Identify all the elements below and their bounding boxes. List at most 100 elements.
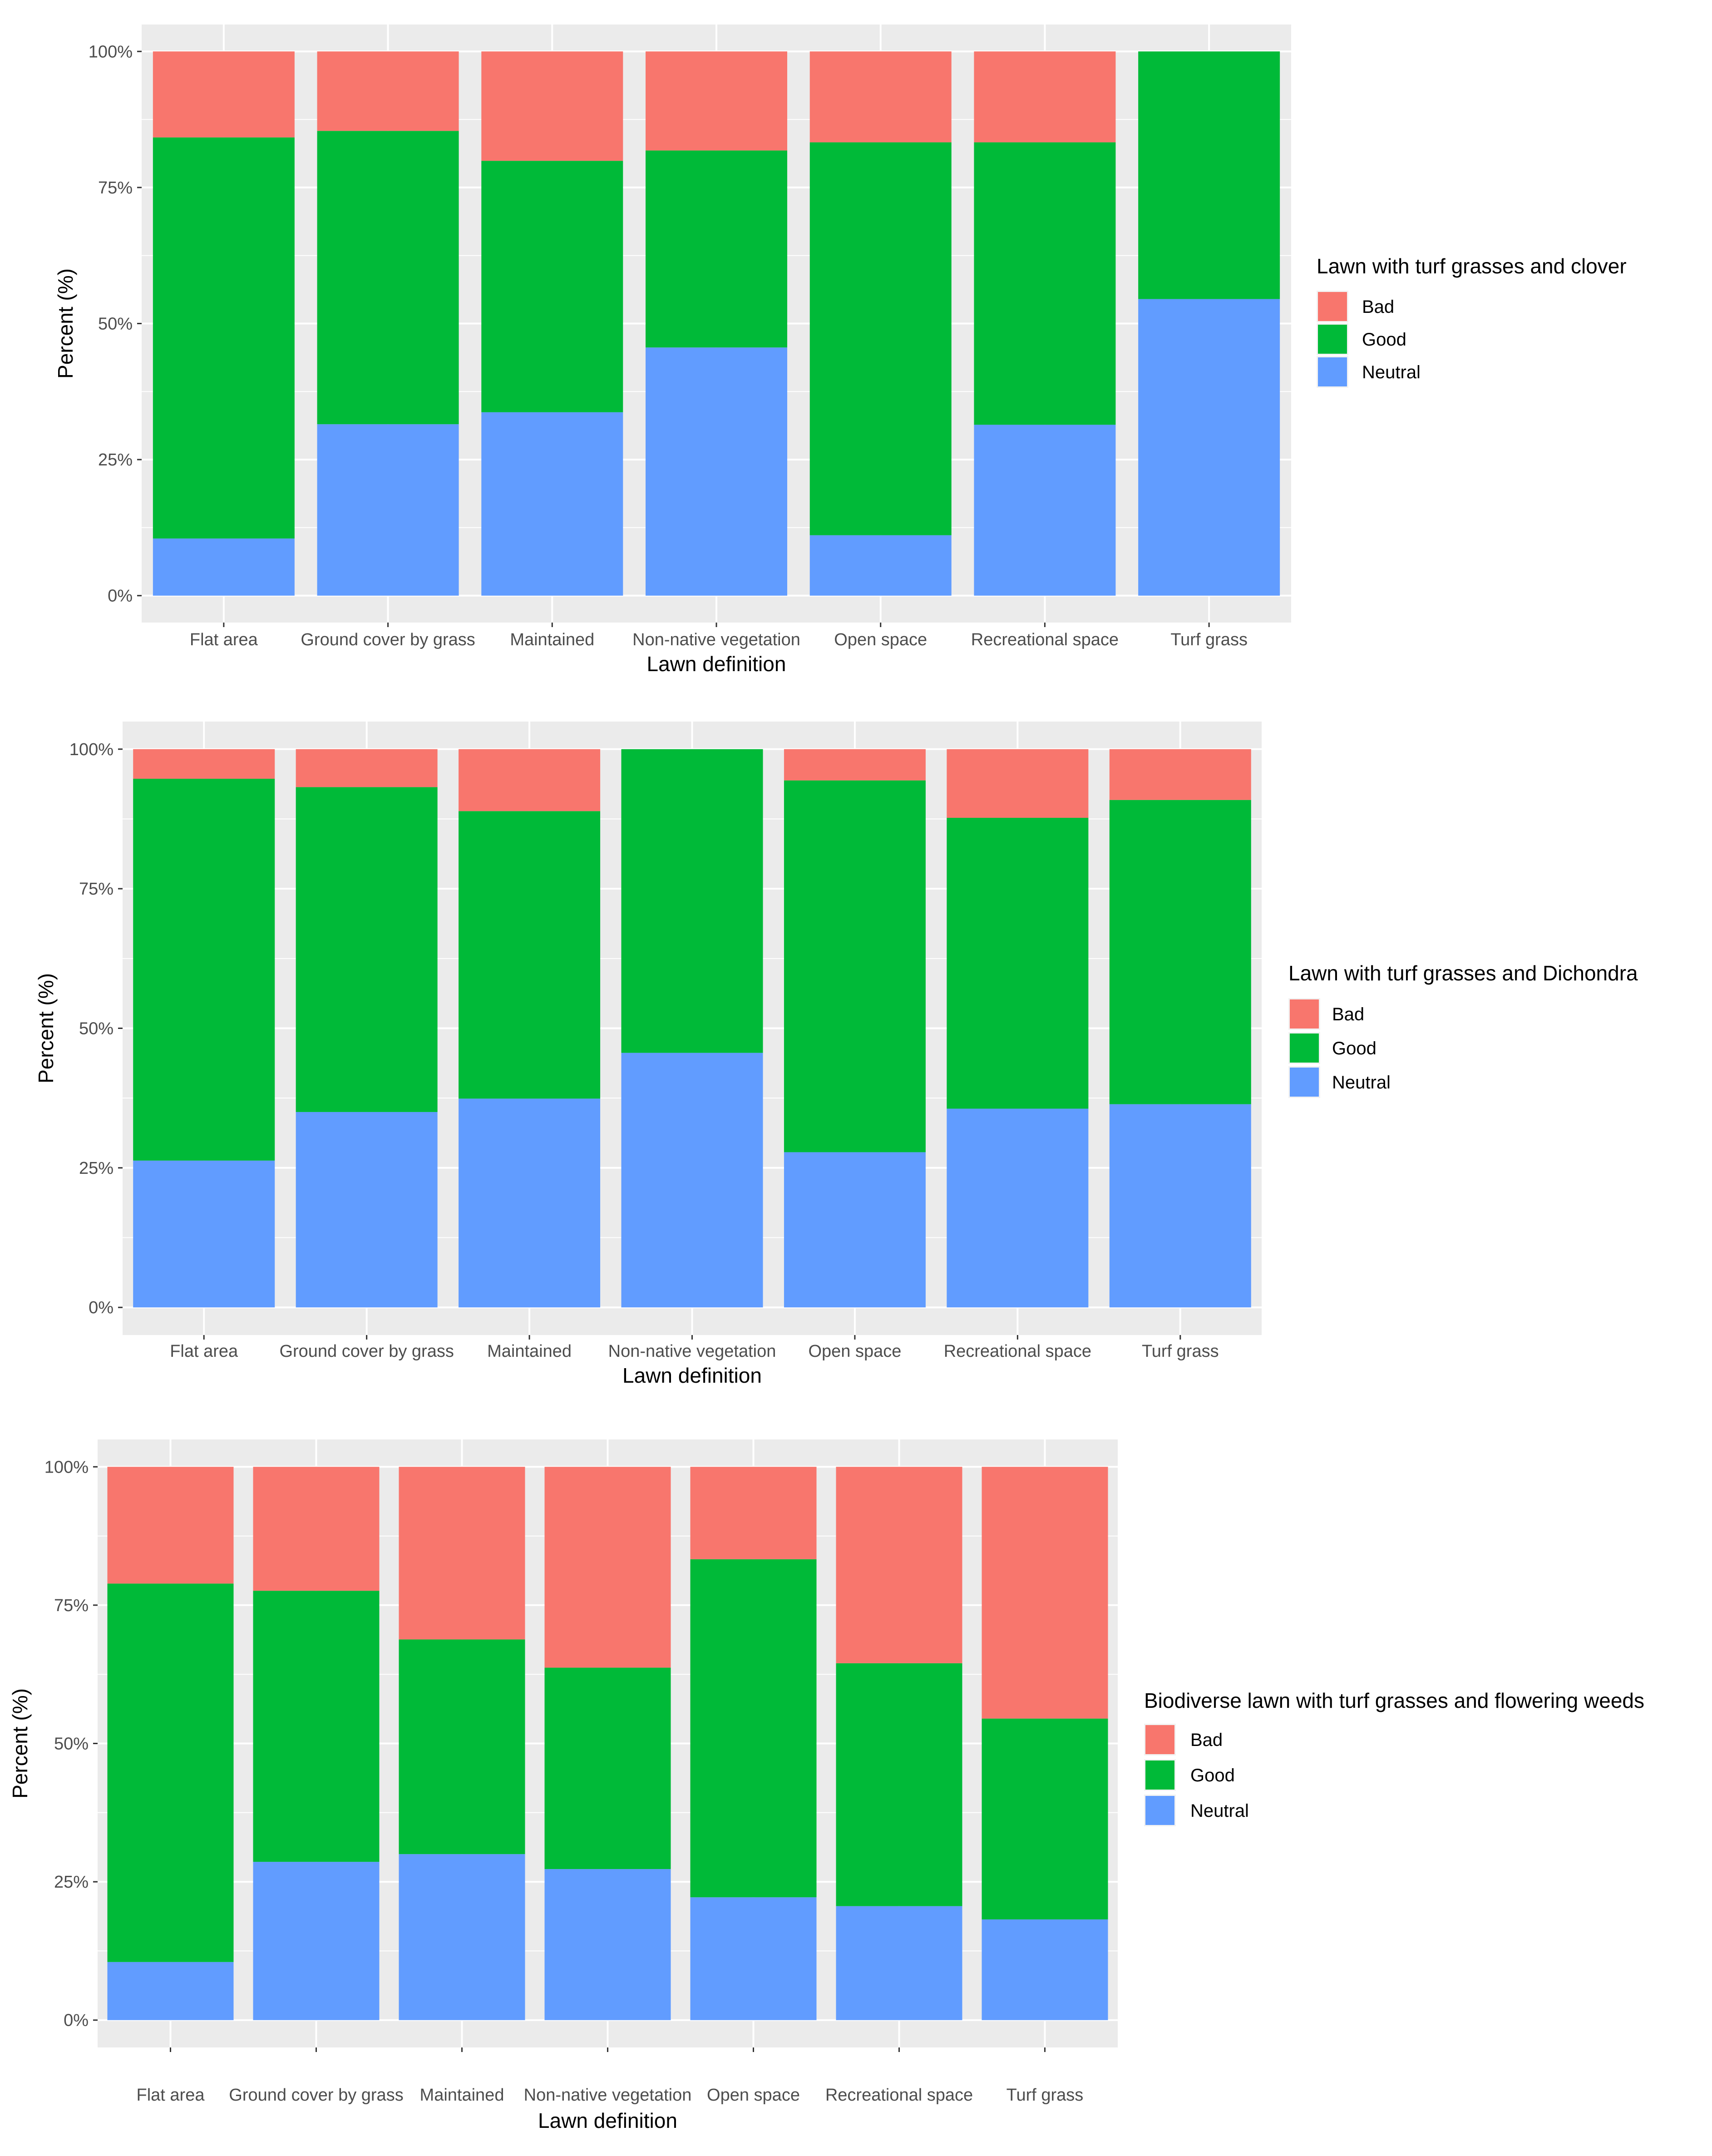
x-tick-label: Recreational space xyxy=(944,1342,1091,1361)
x-tick-label: Maintained xyxy=(487,1342,572,1361)
x-tick-label: Ground cover by grass xyxy=(301,630,475,649)
x-tick-label: Maintained xyxy=(510,630,594,649)
bar-segment-bad xyxy=(317,51,459,131)
x-tick-label: Turf grass xyxy=(1170,630,1248,649)
bar-segment-good xyxy=(621,749,763,1053)
y-tick-label: 50% xyxy=(54,1735,89,1754)
bar-segment-good xyxy=(133,778,275,1161)
x-tick-label: Flat area xyxy=(137,2086,205,2105)
bar-segment-neutral xyxy=(399,1854,525,2020)
bar-segment-good xyxy=(836,1663,962,1906)
bar-segment-good xyxy=(153,137,295,539)
bar-segment-good xyxy=(974,142,1116,425)
x-axis-title: Lawn definition xyxy=(647,652,786,676)
bar-segment-bad xyxy=(481,51,623,161)
y-tick-label: 0% xyxy=(89,1298,113,1317)
legend-label-good: Good xyxy=(1190,1765,1235,1785)
bar-segment-bad xyxy=(153,51,295,138)
bar-segment-bad xyxy=(982,1467,1108,1719)
bar-segment-good xyxy=(1109,800,1251,1104)
bar-segment-good xyxy=(459,811,601,1099)
bar-segment-bad xyxy=(133,749,275,779)
bar-segment-good xyxy=(481,161,623,412)
y-axis-title: Percent (%) xyxy=(8,1688,32,1799)
bar-segment-good xyxy=(1138,51,1280,299)
y-tick-label: 50% xyxy=(98,315,133,334)
bar-segment-good xyxy=(809,142,952,535)
x-axis-title: Lawn definition xyxy=(538,2109,677,2132)
x-tick-label: Non-native vegetation xyxy=(632,630,800,649)
bar-segment-good xyxy=(982,1718,1108,1919)
legend-key-neutral xyxy=(1290,1068,1319,1097)
y-tick-label: 100% xyxy=(44,1458,89,1477)
legend-key-good xyxy=(1290,1033,1319,1063)
bar-segment-neutral xyxy=(544,1869,671,2020)
bar-segment-bad xyxy=(974,51,1116,143)
legend-title: Biodiverse lawn with turf grasses and fl… xyxy=(1144,1689,1644,1712)
bar-segment-neutral xyxy=(947,1108,1089,1308)
bar-segment-neutral xyxy=(107,1962,234,2020)
legend-label-neutral: Neutral xyxy=(1332,1073,1391,1093)
bar-segment-neutral xyxy=(690,1897,817,2020)
y-tick-label: 75% xyxy=(54,1596,89,1615)
legend-key-bad xyxy=(1318,292,1347,321)
legend-title: Lawn with turf grasses and Dichondra xyxy=(1288,961,1638,985)
bar-segment-neutral xyxy=(459,1098,601,1308)
bar-segment-good xyxy=(399,1639,525,1854)
x-axis-title: Lawn definition xyxy=(622,1364,762,1387)
y-tick-label: 75% xyxy=(98,178,133,198)
x-tick-label: Maintained xyxy=(420,2086,504,2105)
legend-label-bad: Bad xyxy=(1332,1004,1364,1024)
bar-segment-neutral xyxy=(836,1906,962,2020)
legend-label-good: Good xyxy=(1362,330,1406,350)
bar-segment-neutral xyxy=(809,535,952,596)
bar-segment-good xyxy=(646,150,787,348)
bar-segment-neutral xyxy=(1109,1104,1251,1308)
legend-label-bad: Bad xyxy=(1190,1730,1223,1750)
x-tick-label: Recreational space xyxy=(971,630,1119,649)
bar-segment-bad xyxy=(784,749,926,781)
bar-segment-good xyxy=(690,1559,817,1898)
x-tick-label: Open space xyxy=(707,2086,800,2105)
chart-lawn-dichondra: 0% 25% 50% 75% 100% Flat area Ground cover by … xyxy=(34,722,1638,1387)
y-tick-label: 25% xyxy=(54,1873,89,1892)
legend-title: Lawn with turf grasses and clover xyxy=(1317,254,1627,278)
bar-segment-bad xyxy=(544,1467,671,1668)
bar-segment-bad xyxy=(107,1467,234,1584)
bar-segment-neutral xyxy=(646,347,787,596)
y-tick-label: 75% xyxy=(79,880,113,899)
bar-segment-bad xyxy=(399,1467,525,1640)
bar-segment-bad xyxy=(809,51,952,143)
y-tick-label: 25% xyxy=(79,1159,113,1178)
chart-lawn-biodiverse: 0% 25% 50% 75% 100% Flat area Ground cover by … xyxy=(8,1439,1644,2132)
chart-lawn-clover: 0% 25% 50% 75% 100% Flat area Ground cover by … xyxy=(54,25,1627,676)
y-tick-label: 25% xyxy=(98,450,133,470)
legend-label-good: Good xyxy=(1332,1038,1377,1058)
bar-segment-good xyxy=(253,1591,380,1862)
y-tick-label: 50% xyxy=(79,1019,113,1038)
bar-segment-neutral xyxy=(982,1919,1108,2020)
y-tick-label: 100% xyxy=(69,740,113,759)
bar-segment-neutral xyxy=(784,1152,926,1308)
bar-segment-bad xyxy=(296,749,438,787)
bar-segment-neutral xyxy=(133,1160,275,1308)
x-tick-label: Ground cover by grass xyxy=(279,1342,454,1361)
y-tick-label: 0% xyxy=(108,587,133,606)
y-tick-label: 100% xyxy=(89,42,133,61)
x-tick-label: Flat area xyxy=(190,630,258,649)
bar-segment-bad xyxy=(459,749,601,811)
y-axis-title: Percent (%) xyxy=(54,268,77,379)
y-tick-label: 0% xyxy=(64,2011,89,2030)
bar-segment-neutral xyxy=(253,1862,380,2020)
bar-segment-bad xyxy=(253,1467,380,1591)
bar-segment-good xyxy=(784,780,926,1152)
bar-segment-bad xyxy=(646,51,787,151)
bar-segment-neutral xyxy=(974,425,1116,596)
legend-key-neutral xyxy=(1145,1796,1174,1825)
bar-segment-neutral xyxy=(621,1053,763,1308)
bar-segment-neutral xyxy=(317,424,459,596)
bar-segment-bad xyxy=(947,749,1089,818)
x-tick-label: Non-native vegetation xyxy=(608,1342,776,1361)
bar-segment-good xyxy=(317,131,459,425)
bar-segment-good xyxy=(544,1667,671,1869)
